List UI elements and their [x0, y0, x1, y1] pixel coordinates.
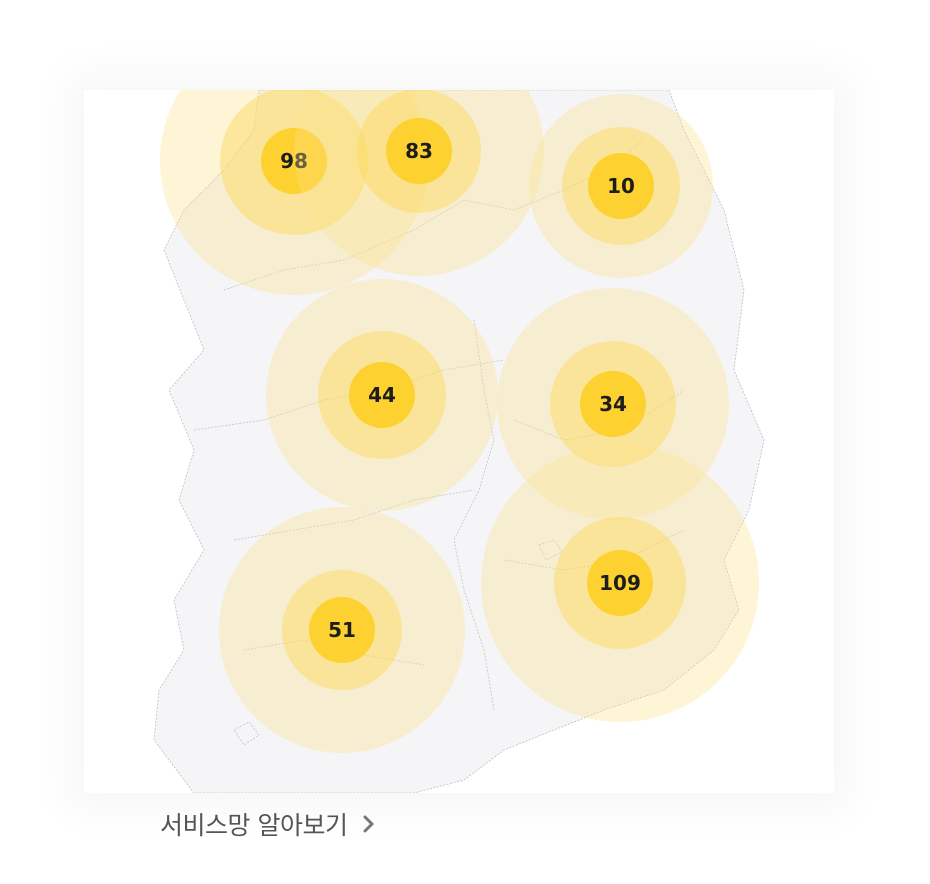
cluster-marker[interactable]: 51 — [219, 507, 465, 753]
island — [233, 721, 260, 746]
cluster-core — [580, 371, 646, 437]
cluster-core — [309, 597, 375, 663]
cluster-marker[interactable]: 109 — [481, 444, 759, 722]
cluster-marker[interactable]: 98 — [160, 90, 428, 295]
land-mass — [153, 90, 765, 793]
service-network-map: 98 83 10 44 34 109 51 — [84, 90, 834, 793]
cluster-count: 51 — [328, 618, 356, 642]
cluster-marker[interactable]: 10 — [529, 94, 713, 278]
cluster-core — [261, 128, 327, 194]
island — [538, 539, 563, 561]
cluster-count: 34 — [599, 392, 627, 416]
cluster-count: 44 — [368, 383, 396, 407]
cluster-core — [587, 550, 653, 616]
cluster-count: 10 — [607, 174, 635, 198]
cluster-core — [349, 362, 415, 428]
cluster-count: 109 — [599, 571, 641, 595]
cluster-core — [588, 153, 654, 219]
service-network-link[interactable]: 서비스망 알아보기 — [160, 806, 377, 842]
service-network-link-label: 서비스망 알아보기 — [160, 811, 348, 840]
region-border — [453, 319, 495, 711]
cluster-count: 98 — [280, 149, 308, 173]
region-border — [513, 389, 685, 441]
cluster-core — [386, 118, 452, 184]
cluster-marker[interactable]: 44 — [266, 279, 498, 511]
cluster-marker[interactable]: 34 — [497, 288, 729, 520]
cluster-count: 83 — [405, 139, 433, 163]
chevron-right-icon — [361, 814, 377, 834]
